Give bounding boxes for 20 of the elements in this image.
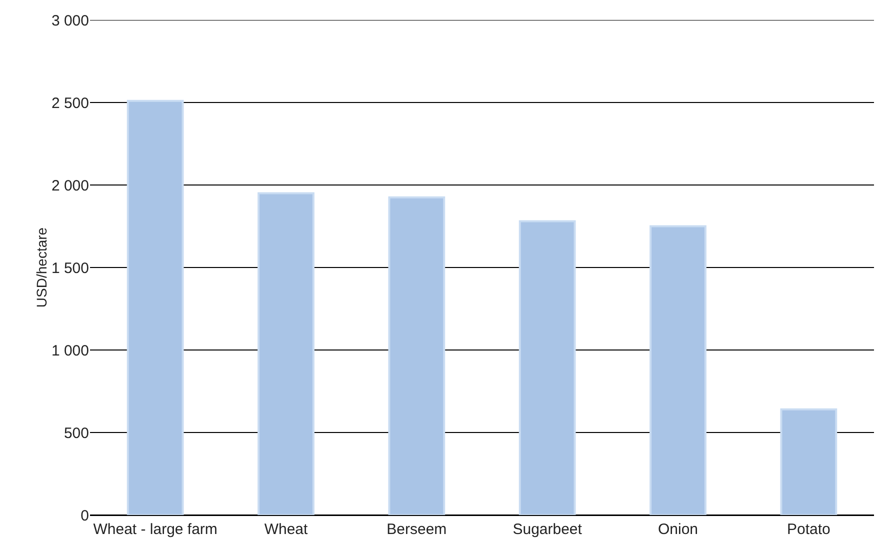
- y-tick-label: 500: [64, 424, 89, 442]
- y-tick-label: 0: [80, 507, 89, 524]
- x-tick-label: Wheat - large farm: [93, 521, 218, 538]
- bar: [518, 220, 576, 515]
- x-tick-label: Sugarbeet: [512, 521, 583, 538]
- y-tick-label: 1 500: [51, 260, 89, 277]
- x-tick-label: Wheat: [264, 521, 309, 538]
- bar: [388, 196, 446, 515]
- x-tick-label: Berseem: [386, 521, 447, 538]
- y-tick-label: 3 000: [51, 12, 89, 30]
- y-axis-title: USD/hectare: [33, 227, 50, 308]
- bar: [780, 408, 838, 515]
- bar: [650, 225, 706, 515]
- bar: [126, 100, 184, 515]
- x-tick-label: Onion: [658, 521, 698, 538]
- y-tick-label: 2 500: [51, 94, 89, 112]
- x-tick-label: Potato: [786, 521, 830, 538]
- y-tick-label: 2 000: [51, 177, 89, 194]
- bar: [258, 192, 314, 515]
- y-tick-label: 1 000: [51, 342, 89, 360]
